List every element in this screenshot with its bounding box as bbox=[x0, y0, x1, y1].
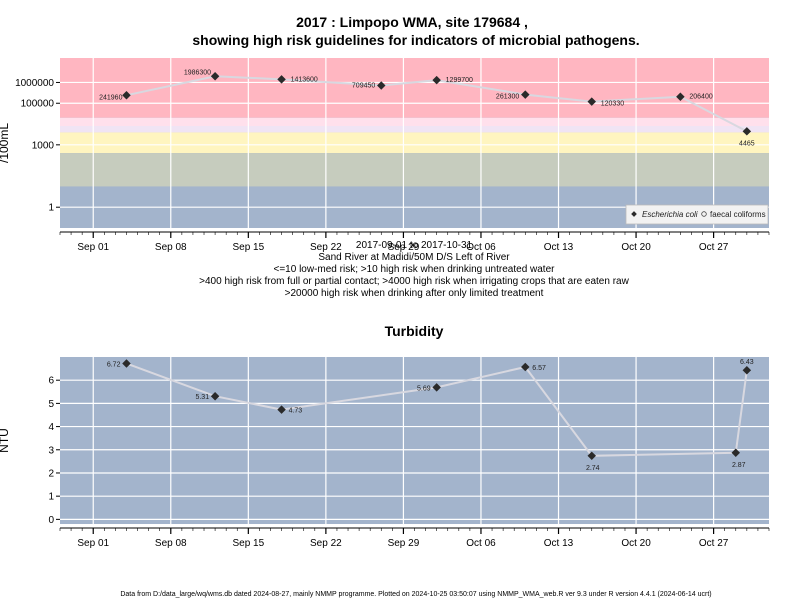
y-tick-label: 4 bbox=[48, 422, 54, 433]
x-tick-label: Sep 08 bbox=[155, 538, 187, 549]
y-axis-label: NTU bbox=[0, 428, 11, 453]
series-line bbox=[126, 362, 748, 457]
data-point bbox=[742, 365, 752, 375]
footer-note: Data from D:/data_large/wq/wms.db dated … bbox=[120, 591, 711, 598]
x-tick-label: Sep 08 bbox=[155, 242, 187, 253]
data-label: 2.74 bbox=[586, 465, 600, 472]
data-point bbox=[377, 81, 386, 90]
data-label: 241960 bbox=[99, 94, 122, 101]
legend-ecoli-label: Escherichia coli bbox=[642, 210, 698, 219]
y-tick-label: 1 bbox=[48, 492, 54, 503]
data-point bbox=[210, 72, 220, 81]
data-label: 709450 bbox=[352, 83, 375, 90]
top-title: 2017 : Limpopo WMA, site 179684 , showin… bbox=[192, 14, 639, 48]
data-label: 261300 bbox=[496, 94, 519, 101]
x-tick-label: Oct 13 bbox=[544, 242, 574, 253]
data-point bbox=[521, 362, 530, 372]
subtitle-risk-3: >20000 high risk when drinking after onl… bbox=[285, 288, 544, 299]
x-tick-label: Sep 29 bbox=[388, 242, 420, 253]
band-very-high-risk bbox=[60, 58, 769, 118]
data-label: 206400 bbox=[689, 94, 712, 101]
y-tick-label: 6 bbox=[48, 376, 54, 387]
x-tick-label: Oct 06 bbox=[466, 242, 496, 253]
data-point bbox=[432, 75, 441, 85]
x-tick-label: Oct 06 bbox=[466, 538, 496, 549]
data-point bbox=[210, 391, 220, 401]
turbidity-title: Turbidity bbox=[385, 323, 444, 339]
data-label: 6.43 bbox=[740, 359, 754, 366]
x-tick-label: Oct 27 bbox=[699, 242, 729, 253]
y-tick-label: 1000 bbox=[32, 140, 55, 151]
band-high-risk-contact bbox=[60, 132, 769, 154]
x-tick-label: Sep 15 bbox=[232, 242, 264, 253]
legend-box bbox=[625, 204, 769, 225]
x-tick-label: Sep 15 bbox=[232, 538, 264, 549]
top-title-line2: showing high risk guidelines for indicat… bbox=[192, 32, 639, 48]
data-label: 6.57 bbox=[532, 365, 546, 372]
subtitle-site: Sand River at Madidi/50M D/S Left of Riv… bbox=[318, 252, 510, 263]
data-label: 1299700 bbox=[446, 77, 473, 84]
top-title-line1: 2017 : Limpopo WMA, site 179684 , bbox=[296, 14, 528, 30]
y-tick-label: 2 bbox=[48, 468, 54, 479]
panel-background bbox=[60, 357, 769, 524]
x-tick-label: Oct 13 bbox=[544, 538, 574, 549]
x-tick-label: Oct 20 bbox=[621, 538, 651, 549]
legend-faecal-marker bbox=[701, 211, 707, 217]
x-tick-label: Oct 27 bbox=[699, 538, 729, 549]
x-tick-label: Sep 01 bbox=[77, 538, 109, 549]
subtitle-risk-2: >400 high risk from full or partial cont… bbox=[199, 276, 629, 287]
data-point bbox=[587, 451, 596, 461]
subtitle-risk-1: <=10 low-med risk; >10 high risk when dr… bbox=[274, 264, 556, 275]
y-axis-label: /100mL bbox=[0, 123, 11, 163]
y-tick-label: 100000 bbox=[21, 99, 55, 110]
x-tick-label: Oct 20 bbox=[621, 242, 651, 253]
microbial-chart: 1 1000 100000 1000000 Sep 01 Sep 08 Sep 15 Sep … bbox=[0, 58, 770, 253]
data-label: 5.69 bbox=[417, 385, 431, 392]
data-label: 4.73 bbox=[289, 408, 303, 415]
turbidity-chart: 0 1 2 3 4 5 6 Sep 01 Sep 08 Sep 15 Sep 22 Sep 29 Oct… bbox=[0, 357, 770, 549]
data-point bbox=[122, 91, 131, 100]
data-point bbox=[432, 383, 441, 392]
y-tick-label: 1 bbox=[48, 203, 54, 214]
data-point bbox=[277, 75, 286, 84]
data-label: 1986300 bbox=[184, 69, 211, 76]
data-label: 2.87 bbox=[732, 462, 746, 469]
data-label: 120330 bbox=[601, 101, 624, 108]
legend: Escherichia coli faecal coliforms bbox=[625, 204, 769, 225]
data-point bbox=[277, 405, 286, 414]
x-tick-label: Sep 29 bbox=[388, 538, 420, 549]
y-tick-label: 3 bbox=[48, 445, 54, 456]
band-low-med-risk bbox=[60, 153, 769, 187]
y-tick-label: 1000000 bbox=[15, 78, 54, 89]
data-label: 5.31 bbox=[195, 394, 209, 401]
subtitle-date-range: 2017-09-01 to 2017-10-31 bbox=[356, 240, 473, 251]
top-subtitle: 2017-09-01 to 2017-10-31 Sand River at M… bbox=[199, 240, 629, 299]
data-point bbox=[122, 359, 131, 368]
legend-faecal-label: faecal coliforms bbox=[710, 210, 766, 219]
legend-ecoli-marker bbox=[631, 211, 637, 217]
data-label: 4465 bbox=[739, 140, 755, 147]
data-label: 6.72 bbox=[107, 361, 121, 368]
band-transition bbox=[60, 126, 769, 133]
x-tick-label: Sep 01 bbox=[77, 242, 109, 253]
data-point bbox=[731, 448, 741, 458]
x-tick-label: Sep 22 bbox=[310, 242, 342, 253]
y-tick-label: 0 bbox=[48, 515, 54, 526]
y-tick-label: 5 bbox=[48, 399, 54, 410]
data-label: 1413600 bbox=[291, 76, 318, 83]
x-tick-label: Sep 22 bbox=[310, 538, 342, 549]
